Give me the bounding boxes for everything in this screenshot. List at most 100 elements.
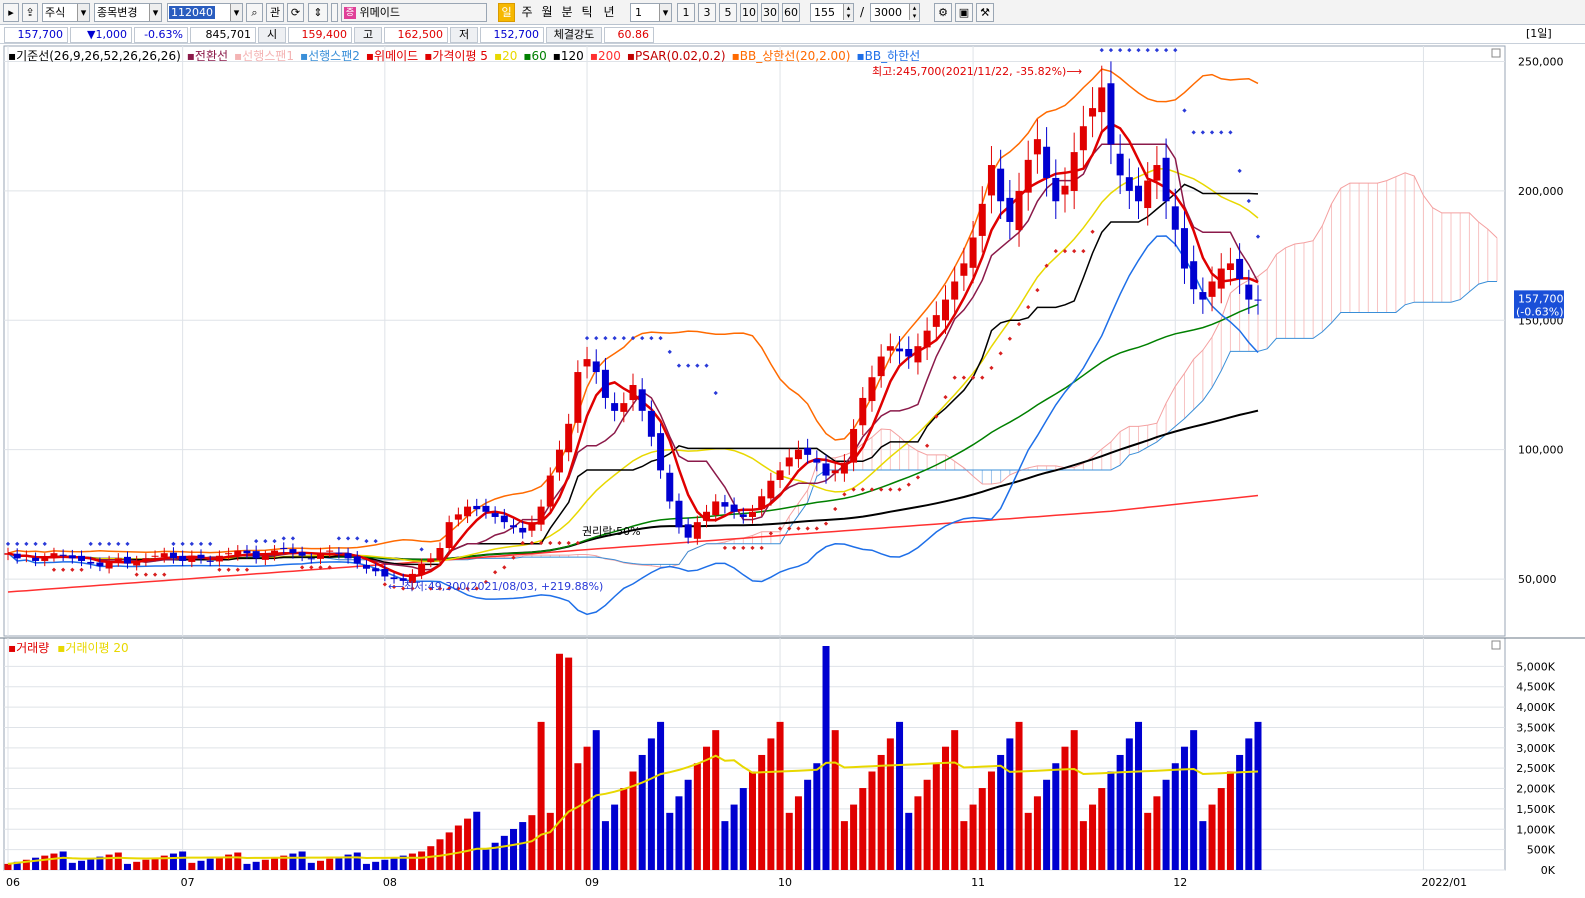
period-badge[interactable]: [1일] xyxy=(1526,27,1552,40)
stock-name-field[interactable]: 증 위메이드 xyxy=(341,3,487,22)
psar-dot xyxy=(309,565,314,570)
rights-annotation: 권리락:50% xyxy=(582,525,641,538)
total-stepper[interactable]: 3000 ▴ ▾ xyxy=(870,3,920,22)
candle-body xyxy=(307,558,315,560)
psar-dot xyxy=(722,545,728,551)
psar-dot xyxy=(621,336,626,341)
pin-icon[interactable]: ⇪ xyxy=(22,3,38,22)
volume-bar xyxy=(326,858,334,870)
save-icon[interactable]: ▣ xyxy=(955,3,973,22)
psar-dot xyxy=(584,336,590,341)
candle-body xyxy=(427,558,435,563)
gwan-button[interactable]: 관 xyxy=(266,3,284,22)
settings-icon[interactable]: ⚙ xyxy=(934,3,952,22)
volume-bar xyxy=(464,818,472,870)
count-stepper[interactable]: 155 ▴ ▾ xyxy=(810,3,854,22)
bb-lower-line xyxy=(7,235,1259,616)
panel-maximize-icon xyxy=(1491,48,1501,58)
market-label: 주식 xyxy=(45,6,66,19)
volume-bar xyxy=(1079,821,1087,870)
mult-button-1[interactable]: 1 xyxy=(677,3,695,22)
psar-dot xyxy=(447,586,452,591)
period-tab-day[interactable]: 일 xyxy=(498,3,515,22)
period-tab-week[interactable]: 주 xyxy=(521,5,533,19)
volume-tick-label: 0K xyxy=(1541,864,1556,877)
ma20-line xyxy=(7,168,1259,563)
scroll-icon[interactable] xyxy=(331,3,338,22)
volume-bar xyxy=(454,825,462,870)
candle-body xyxy=(123,556,131,564)
volume-tick-label: 3,500K xyxy=(1516,721,1555,734)
candle-body xyxy=(280,547,288,549)
window-menu-button[interactable]: ▸ xyxy=(3,3,19,22)
candle-body xyxy=(390,577,398,580)
candle-body xyxy=(1208,281,1216,297)
legend-item: ▪200 xyxy=(590,49,621,63)
volume-bar xyxy=(427,846,435,870)
tools-icon[interactable]: ⚒ xyxy=(976,3,994,22)
psar-dot xyxy=(70,567,75,572)
search-icon[interactable]: ⌕ xyxy=(246,3,263,22)
volume-bar xyxy=(804,779,812,870)
volume-bar xyxy=(859,788,867,870)
volume-bar xyxy=(942,746,949,870)
volume-tick-label: 4,500K xyxy=(1516,681,1555,694)
mult-button-60[interactable]: 60 xyxy=(782,3,800,22)
psar-dot xyxy=(1044,263,1049,268)
volume-bar xyxy=(344,854,352,870)
volume-bar xyxy=(997,754,1005,870)
date-tick-label: 2022/01 xyxy=(1421,876,1467,889)
candle-body xyxy=(188,555,196,562)
psar-dot xyxy=(934,414,939,419)
candle-body xyxy=(712,501,720,516)
psar-dot xyxy=(456,586,461,591)
candle-body xyxy=(160,553,168,558)
period-tab-minute[interactable]: 분 xyxy=(561,5,573,19)
volume-bar xyxy=(317,860,324,870)
market-select[interactable]: 주식 ▾ xyxy=(42,3,90,22)
updown-icon[interactable]: ⇕ xyxy=(308,3,328,22)
open-label: 시 xyxy=(258,27,286,43)
psar-dot xyxy=(851,487,856,492)
psar-dot xyxy=(1062,249,1068,254)
psar-dot xyxy=(1016,322,1022,327)
volume-bar xyxy=(197,860,205,870)
psar-dot xyxy=(924,443,930,448)
candle-body xyxy=(454,514,462,520)
candle-body xyxy=(1226,263,1234,271)
change-symbol-select[interactable]: 종목변경 ▾ xyxy=(94,3,162,22)
volume-bar xyxy=(1226,771,1234,870)
psar-dot xyxy=(401,586,406,591)
mult-button-3[interactable]: 3 xyxy=(698,3,716,22)
psar-dot xyxy=(860,487,865,492)
volume-bar xyxy=(1070,730,1078,870)
psar-dot xyxy=(281,536,286,541)
volume-bar xyxy=(721,821,729,870)
ma5-line xyxy=(7,122,1259,578)
mult-button-5[interactable]: 5 xyxy=(719,3,737,22)
volume-bar xyxy=(785,812,793,870)
strength-cell: 60.86 xyxy=(604,27,654,43)
interval-select[interactable]: 1 ▾ xyxy=(630,3,672,22)
psar-dot xyxy=(667,349,672,354)
mult-button-10[interactable]: 10 xyxy=(740,3,758,22)
psar-dot xyxy=(493,570,498,575)
psar-dot xyxy=(1053,249,1058,254)
volume-bar xyxy=(436,839,444,870)
chevron-down-icon: ▾ xyxy=(659,4,671,21)
refresh-icon[interactable]: ⟳ xyxy=(287,3,304,22)
volume-bar xyxy=(142,859,150,870)
volume-bar xyxy=(353,852,361,870)
stock-chart[interactable]: 50,000100,000150,000200,000250,0000K500K… xyxy=(0,44,1585,898)
volume-legend-item: ▪거래이평 20 xyxy=(57,641,128,655)
period-tab-year[interactable]: 년 xyxy=(603,5,615,19)
period-tab-month[interactable]: 월 xyxy=(541,5,553,19)
period-tab-tick[interactable]: 틱 xyxy=(581,5,593,19)
candle-body xyxy=(344,553,352,559)
code-input[interactable]: 112040 ▾ xyxy=(167,3,243,22)
mult-button-30[interactable]: 30 xyxy=(761,3,779,22)
volume-bar xyxy=(1199,821,1207,870)
leading-span2-line xyxy=(246,281,1497,565)
psar-dot xyxy=(244,567,250,572)
psar-dot xyxy=(254,539,259,544)
